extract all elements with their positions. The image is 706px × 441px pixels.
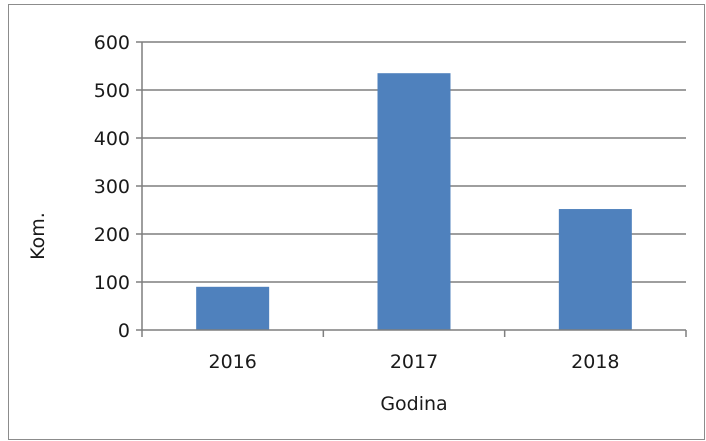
x-tick-label-2016: 2016 (208, 351, 256, 373)
x-tick-label-2017: 2017 (390, 351, 438, 373)
bars (196, 73, 632, 330)
y-tick-label-500: 500 (94, 80, 130, 102)
y-tick-label-300: 300 (94, 176, 130, 198)
y-tick-label-600: 600 (94, 32, 130, 54)
bar-2016 (196, 286, 270, 330)
y-tick-label-200: 200 (94, 224, 130, 246)
axes (136, 41, 687, 337)
y-tick-label-0: 0 (118, 320, 130, 342)
bar-2018 (558, 209, 632, 330)
x-tick-labels: 2016 2017 2018 (208, 351, 619, 373)
y-tick-label-100: 100 (94, 272, 130, 294)
y-axis-title: Kom. (27, 212, 49, 260)
y-tick-label-400: 400 (94, 128, 130, 150)
x-tick-label-2018: 2018 (571, 351, 619, 373)
y-tick-labels: 0 100 200 300 400 500 600 (94, 32, 130, 342)
x-axis-title: Godina (380, 393, 447, 415)
bar-2017 (377, 73, 451, 330)
